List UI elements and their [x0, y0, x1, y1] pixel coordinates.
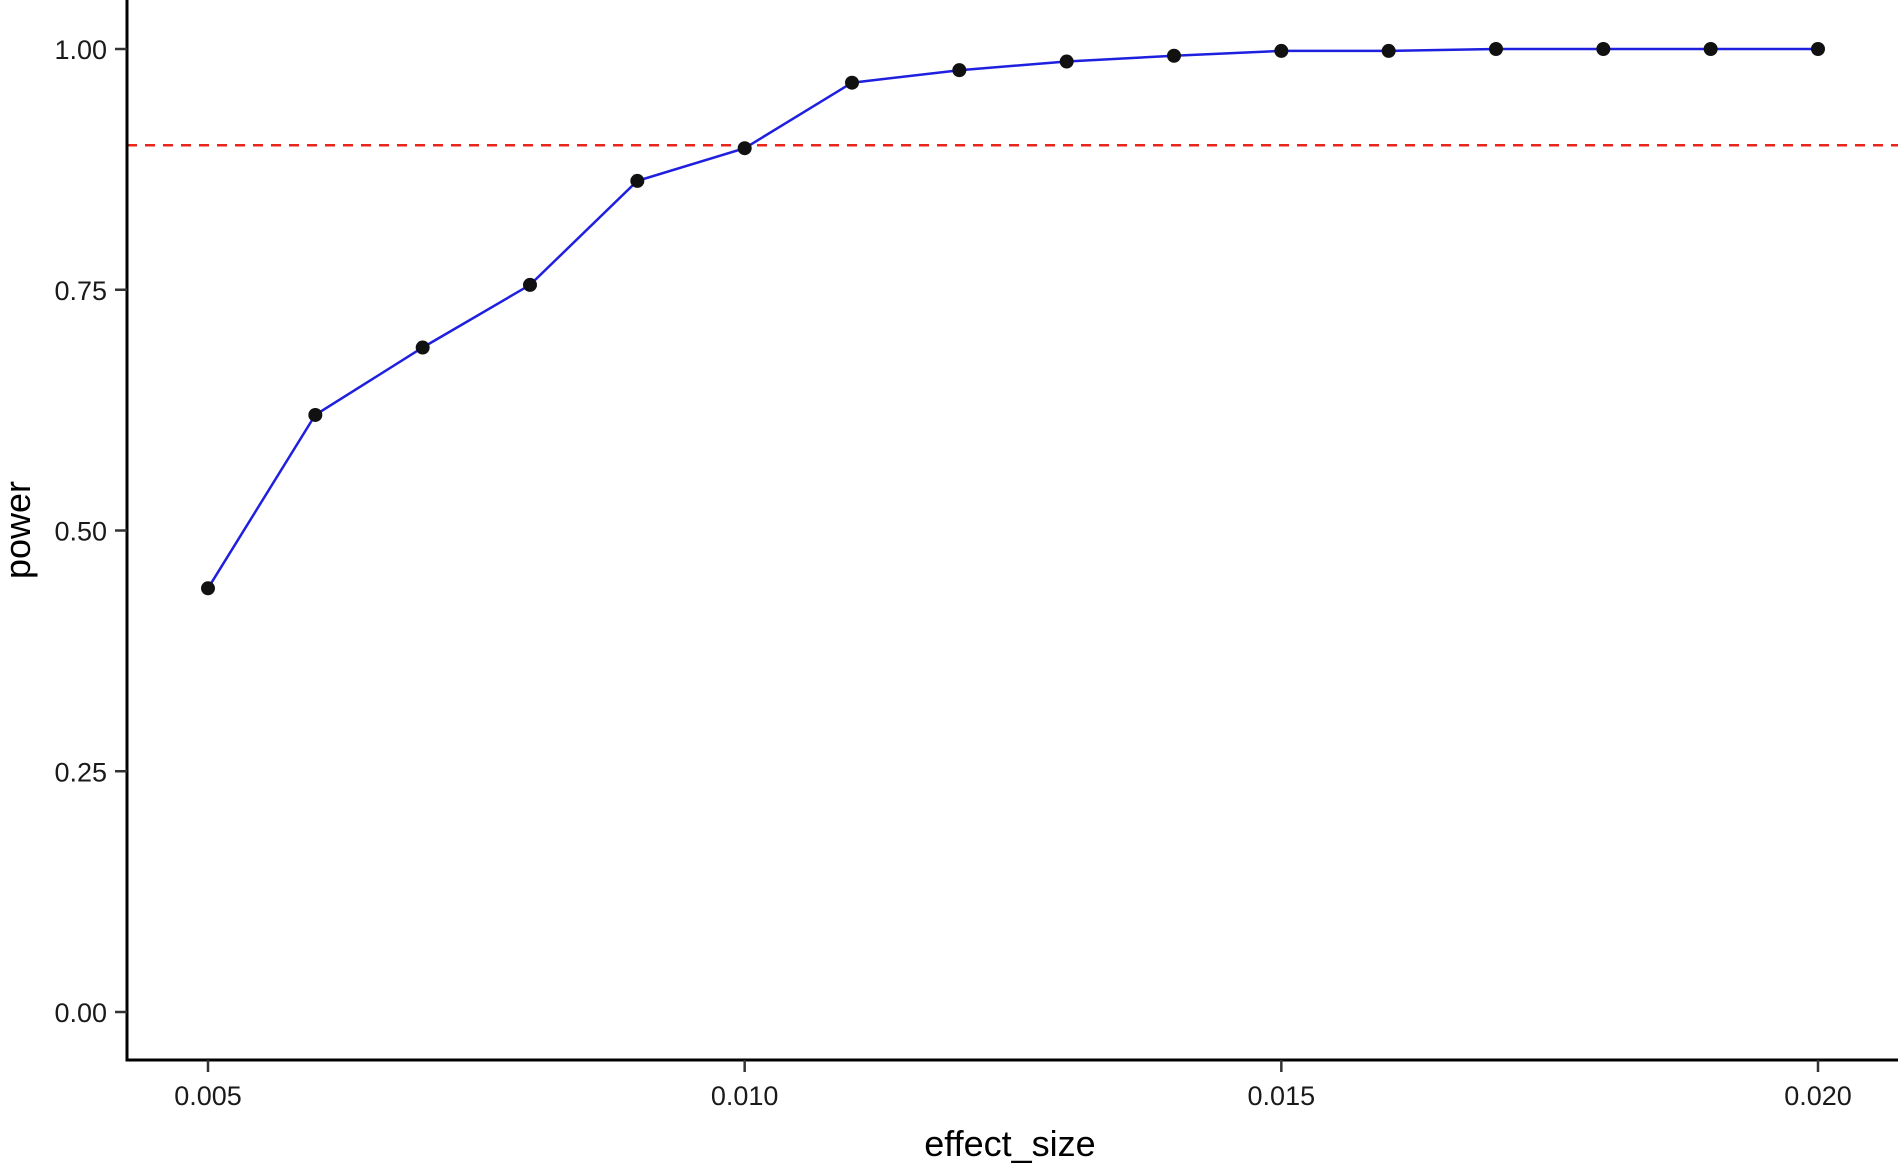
data-point: [415, 340, 430, 355]
y-tick-label: 0.00: [54, 998, 107, 1028]
data-point: [308, 407, 323, 422]
data-point: [1703, 42, 1718, 56]
data-point: [1381, 43, 1396, 58]
series-line-layer: [206, 47, 1818, 589]
x-tick-label: 0.015: [1248, 1081, 1316, 1111]
data-point: [523, 277, 537, 292]
data-point: [1811, 42, 1825, 56]
y-tick-label: 0.25: [54, 757, 107, 787]
x-axis-ticks: 0.005 0.010 0.015 0.020: [174, 1060, 1852, 1111]
data-point: [845, 75, 859, 90]
data-point: [1274, 43, 1289, 58]
data-point: [1059, 54, 1074, 69]
x-axis-title: effect_size: [924, 1123, 1095, 1164]
y-tick-label: 1.00: [54, 35, 107, 65]
data-point: [737, 141, 752, 156]
y-axis-title: power: [0, 481, 38, 579]
data-points-layer: [201, 42, 1825, 596]
data-point: [201, 581, 215, 596]
x-tick-label: 0.010: [711, 1081, 779, 1111]
data-point: [1596, 42, 1611, 56]
axes: [125, 0, 1898, 1062]
y-tick-label: 0.75: [54, 276, 107, 306]
y-tick-label: 0.50: [54, 517, 107, 547]
data-point: [1167, 48, 1181, 63]
data-point: [630, 173, 645, 188]
x-tick-label: 0.020: [1784, 1081, 1852, 1111]
x-tick-label: 0.005: [174, 1081, 242, 1111]
data-point: [1489, 42, 1503, 56]
data-point: [952, 63, 967, 78]
series-line: [206, 47, 1818, 589]
y-axis-ticks: 0.00 0.25 0.50 0.75 1.00: [54, 35, 127, 1028]
